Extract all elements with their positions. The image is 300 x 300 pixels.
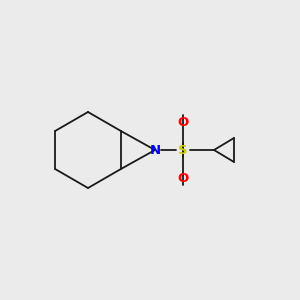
Text: S: S (178, 143, 188, 157)
Text: N: N (149, 143, 161, 157)
Text: O: O (177, 116, 189, 128)
Text: O: O (177, 172, 189, 184)
